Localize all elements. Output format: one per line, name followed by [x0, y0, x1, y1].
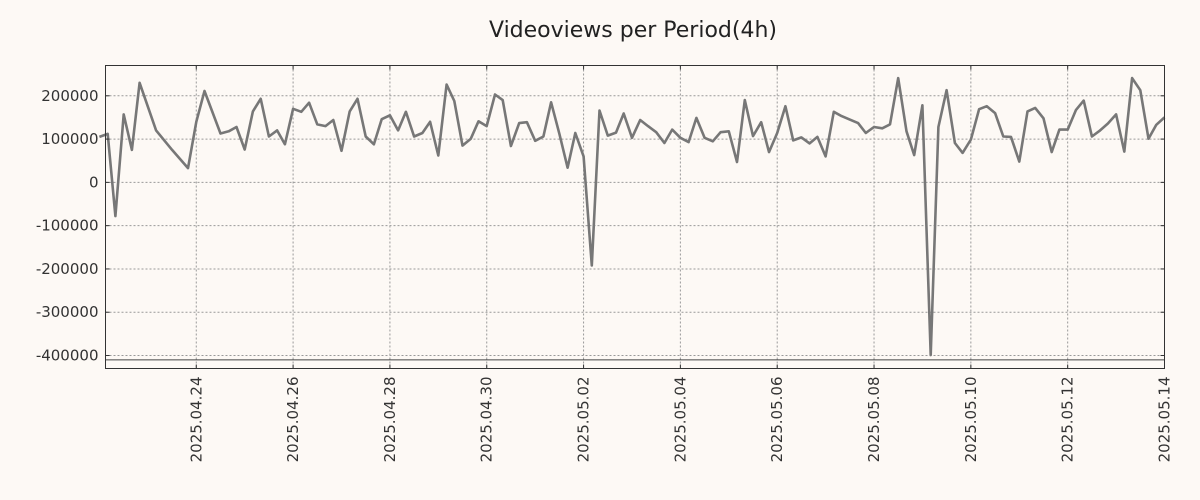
y-tick-label: -300000 [36, 303, 99, 321]
series-line [98, 76, 1166, 357]
y-tick-label: 200000 [41, 87, 98, 105]
x-tick-label: 2025.05.12 [1059, 377, 1077, 463]
y-tick-label: -400000 [36, 347, 99, 365]
x-tick-label: 2025.05.08 [865, 377, 883, 463]
x-tick-label: 2025.04.26 [284, 377, 302, 463]
x-tick-label: 2025.05.02 [575, 377, 593, 463]
x-axis: 2025.04.24 2025.04.26 2025.04.28 2025.04.30… [187, 65, 1174, 463]
x-tick-label: 2025.05.14 [1156, 377, 1174, 463]
plot-frame [105, 65, 1165, 369]
y-tick-label: 100000 [41, 130, 98, 148]
x-tick-label: 2025.05.04 [671, 377, 689, 463]
x-tick-label: 2025.04.28 [381, 377, 399, 463]
x-tick-label: 2025.05.06 [768, 377, 786, 463]
grid-layer [105, 65, 1165, 369]
x-tick-label: 2025.04.30 [478, 377, 496, 463]
x-tick-label: 2025.05.10 [962, 377, 980, 463]
chart-title: Videoviews per Period(4h) [489, 18, 777, 43]
x-tick-label: 2025.04.24 [187, 377, 205, 463]
y-axis: 200000 100000 0 -100000 -200000 -300000 -40000… [36, 87, 1165, 365]
y-tick-label: 0 [89, 173, 99, 191]
y-tick-label: -200000 [36, 260, 99, 278]
y-tick-label: -100000 [36, 217, 99, 235]
series-layer [98, 76, 1166, 357]
